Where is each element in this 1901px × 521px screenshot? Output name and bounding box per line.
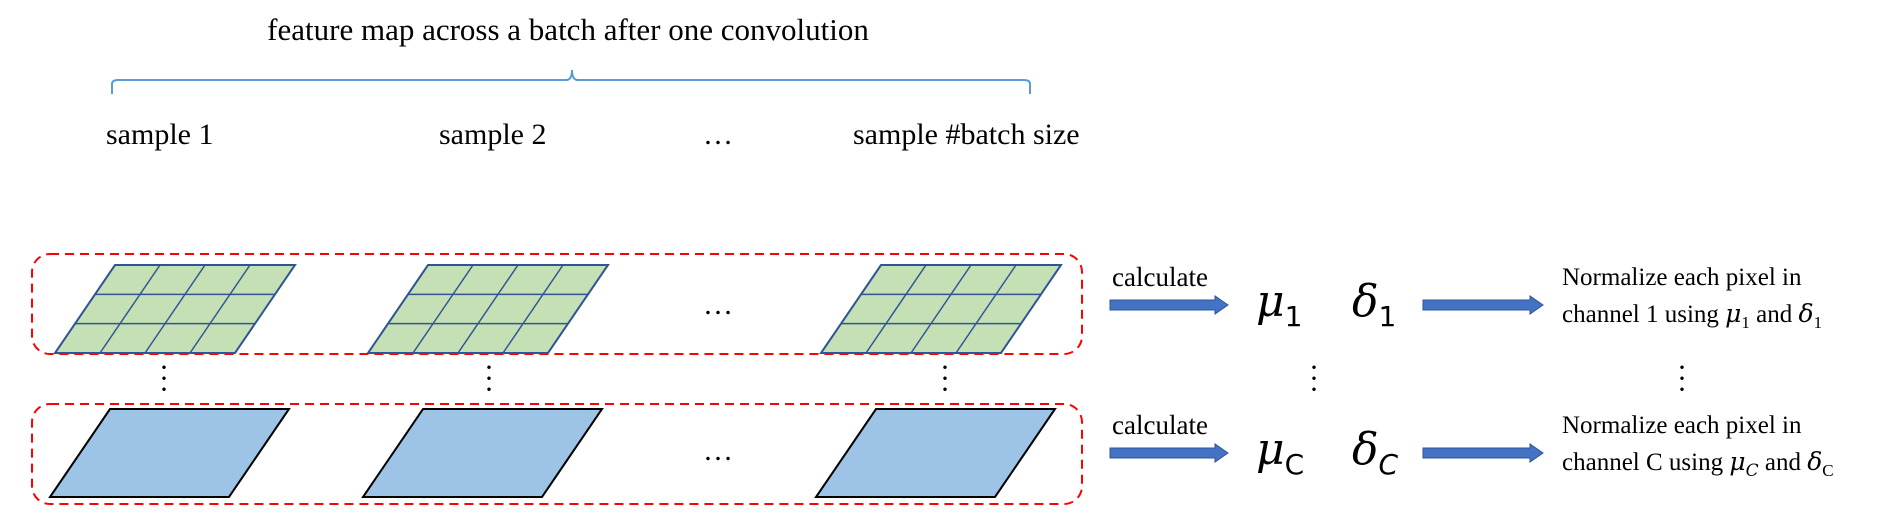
- vdots-sample-2: · · ·: [484, 351, 494, 406]
- sample-2-label: sample 2: [439, 118, 547, 151]
- vdots-sample-last: · · ·: [940, 351, 950, 406]
- channel-c-group-border: [31, 403, 1083, 505]
- row-1-ellipsis: …: [703, 288, 733, 321]
- normalize-arrow-c: [1422, 443, 1544, 463]
- mean-symbol-c: μC: [1256, 424, 1305, 481]
- std-symbol-1: δ1: [1352, 276, 1397, 333]
- feature-map-plain-sample-1: [48, 408, 291, 498]
- normalize-line2-1: channel 1 using μ1 and δ1: [1562, 299, 1823, 332]
- vdots-sample-1: · · ·: [159, 351, 169, 406]
- sample-1-label: sample 1: [106, 118, 214, 151]
- feature-map-grid-sample-last: [819, 264, 1063, 354]
- normalize-line1-c: Normalize each pixel in: [1562, 412, 1802, 439]
- calculate-label-1: calculate: [1112, 262, 1208, 292]
- normalize-line1-1: Normalize each pixel in: [1562, 264, 1802, 291]
- normalize-text-c: Normalize each pixel in channel C using …: [1562, 408, 1834, 489]
- calculate-arrow-c: [1109, 443, 1229, 463]
- vdots-stats: · · ·: [1309, 351, 1319, 406]
- mean-symbol-1: μ1: [1256, 276, 1303, 333]
- batch-brace: [111, 69, 1031, 94]
- feature-map-grid-sample-1: [53, 264, 297, 354]
- feature-map-plain-sample-2: [361, 408, 604, 498]
- calculate-arrow-1: [1109, 295, 1229, 315]
- sample-last-label: sample #batch size: [853, 118, 1080, 151]
- normalize-arrow-1: [1422, 295, 1544, 315]
- sample-ellipsis-label: …: [703, 118, 733, 151]
- channel-1-group-border: [31, 253, 1083, 355]
- normalize-text-1: Normalize each pixel in channel 1 using …: [1562, 260, 1822, 341]
- vdots-normalize: · · ·: [1677, 351, 1687, 406]
- feature-map-grid-sample-2: [366, 264, 610, 354]
- calculate-label-c: calculate: [1112, 410, 1208, 440]
- row-c-ellipsis: …: [703, 434, 733, 467]
- normalize-line2-c: channel C using μC and δC: [1562, 447, 1834, 481]
- diagram-title: feature map across a batch after one con…: [267, 12, 869, 47]
- feature-map-plain-sample-last: [814, 408, 1057, 498]
- std-symbol-c: δC: [1352, 424, 1399, 481]
